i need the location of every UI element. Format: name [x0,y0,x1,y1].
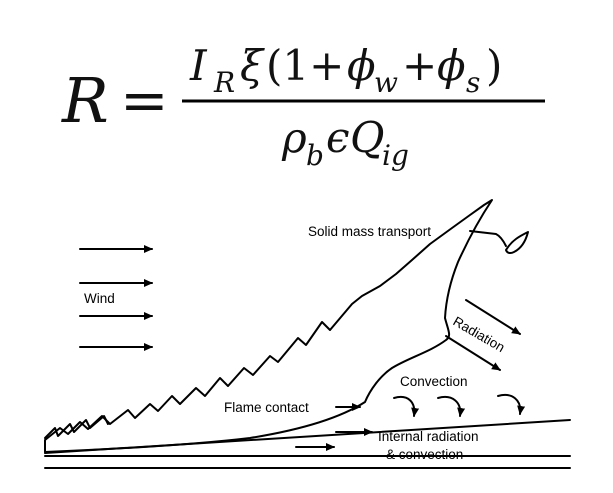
convection-arrow [437,396,466,417]
numerator-plus: + [402,41,437,90]
convection-label: Convection [400,374,468,389]
numerator-I: I [189,41,208,90]
equation-denominator: ρ b ϵ Q ig [281,113,409,172]
internal-radiation-label: Internal radiation [378,429,479,444]
flame-contact-label: Flame contact [224,400,309,415]
numerator-phi-s: ϕ [437,41,466,90]
solid-mass-transport-label: Solid mass transport [308,224,431,239]
ember-icon [505,231,529,255]
numerator-phi-w-subscript: w [374,66,398,99]
denominator-rho: ρ [281,113,307,162]
solid-mass-transport-leader [469,230,507,247]
flame-lower-tongues [44,415,109,439]
denominator-Q-subscript: ig [382,139,409,172]
radiation-arrow [445,335,501,371]
wind-label: Wind [84,291,115,306]
numerator-open-paren: (1+ [266,41,344,90]
radiation-arrows [445,299,521,371]
rate-of-spread-equation: R = I R ξ (1+ ϕ w + ϕ s ) ρ b ϵ Q ig [61,41,545,172]
convection-arrows [393,394,526,417]
internal-radiation-arrows [295,428,373,451]
fire-spread-diagram: Wind Solid mass transport Radiation Conv… [44,199,571,469]
radiation-arrow [465,299,521,335]
denominator-Q: Q [350,113,384,162]
convection-arrow [497,394,526,415]
internal-convection-label: & convection [386,447,463,462]
wind-arrows [79,245,153,351]
numerator-phi-w: ϕ [347,41,376,90]
denominator-rho-subscript: b [306,139,324,172]
numerator-phi-s-subscript: s [466,66,480,99]
flame-outline [44,199,493,453]
convection-arrow [393,396,420,417]
equation-equals: = [120,66,169,134]
numerator-xi: ξ [240,41,265,90]
equation-lhs: R [61,64,109,137]
numerator-I-subscript: R [213,66,235,99]
equation-numerator: I R ξ (1+ ϕ w + ϕ s ) [189,41,502,99]
denominator-epsilon: ϵ [326,113,350,162]
numerator-close-paren: ) [486,41,502,90]
